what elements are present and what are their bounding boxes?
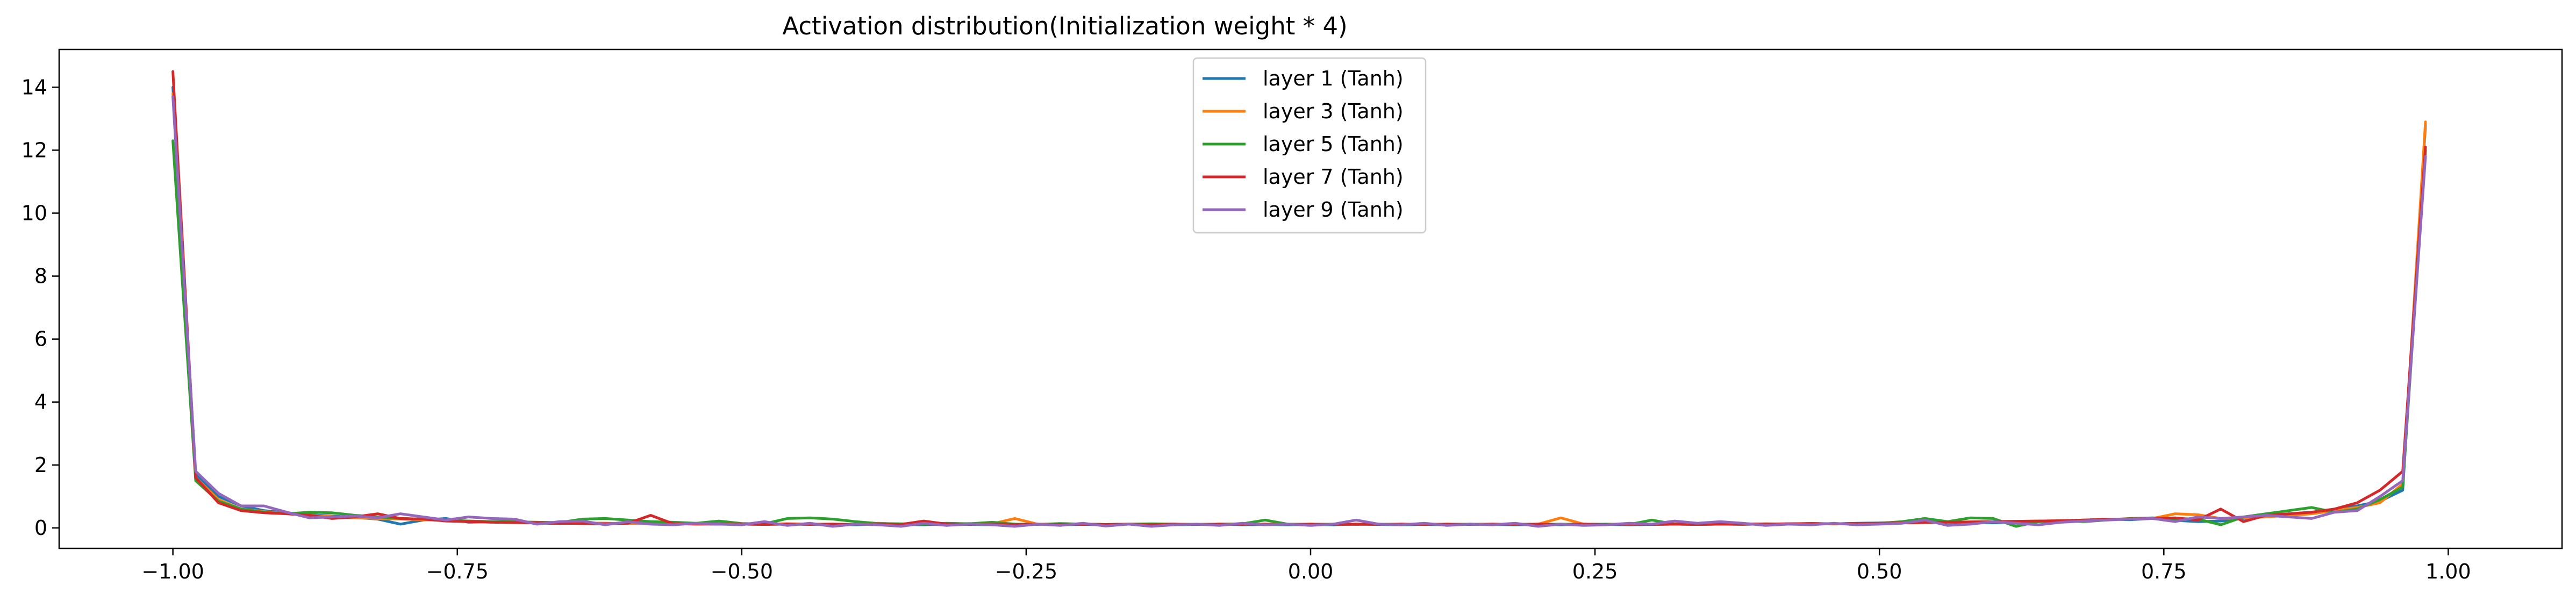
x-tick-label: 0.75 [2141,560,2187,583]
y-tick-label: 0 [34,516,47,540]
legend-box [1192,57,1427,234]
x-tick-label: 0.00 [1288,560,1334,583]
legend-label-1: layer 1 (Tanh) [1263,67,1404,90]
y-axis: 0 2 4 6 8 10 12 14 [22,75,59,540]
y-tick-label: 10 [22,201,47,225]
y-tick-label: 6 [34,327,47,351]
y-tick-label: 12 [22,138,47,162]
legend-label-5: layer 9 (Tanh) [1263,198,1404,222]
y-tick-label: 14 [22,75,47,99]
x-tick-label: −0.50 [711,560,773,583]
series-line-5 [171,95,2427,528]
x-tick-label: 0.25 [1572,560,1618,583]
x-tick-label: −0.25 [995,560,1057,583]
y-tick-label: 4 [34,390,47,414]
legend-label-4: layer 7 (Tanh) [1263,165,1404,189]
x-tick-label: 1.00 [2425,560,2471,583]
y-tick-label: 2 [34,453,47,477]
legend: layer 1 (Tanh) layer 3 (Tanh) layer 5 (Tan… [1192,57,1427,234]
legend-label-3: layer 5 (Tanh) [1263,132,1404,156]
x-tick-label: −0.75 [426,560,489,583]
x-tick-label: −1.00 [141,560,204,583]
x-tick-label: 0.50 [1857,560,1902,583]
y-tick-label: 8 [34,265,47,288]
chart-title: Activation distribution(Initialization w… [782,12,1347,40]
series-layer [171,70,2427,528]
x-axis: −1.00 −0.75 −0.50 −0.25 0.00 0.25 0.50 0.75 1.00 [141,548,2471,583]
legend-label-2: layer 3 (Tanh) [1263,99,1404,123]
